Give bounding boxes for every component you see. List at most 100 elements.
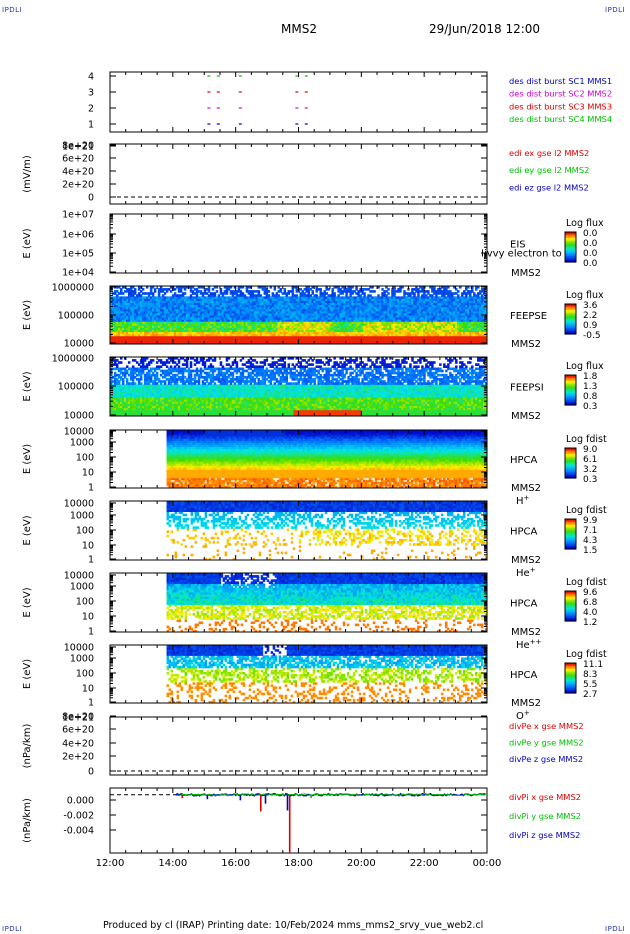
spectrogram-cell <box>181 341 185 345</box>
spectrogram-cell <box>209 321 213 324</box>
spectrogram-cell <box>209 306 213 310</box>
spectrogram-cell <box>179 319 183 322</box>
spectrogram-cell <box>195 327 199 330</box>
spectrogram-cell <box>169 302 173 306</box>
spectrogram-cell <box>167 304 171 308</box>
spectrogram-cell <box>193 333 197 337</box>
spectrogram-cell <box>221 339 225 343</box>
spectrogram-cell <box>115 335 119 339</box>
spectrogram-cell <box>115 302 119 306</box>
spectrogram-cell <box>149 306 153 310</box>
spectrogram-cell <box>207 315 211 318</box>
spectrogram-cell <box>181 302 185 306</box>
spectrogram-cell <box>167 341 171 345</box>
spectrogram-cell <box>149 327 153 330</box>
spectrogram-cell <box>125 315 129 318</box>
spectrogram-cell <box>131 290 135 293</box>
spectrogram-cell <box>219 333 223 337</box>
spectrogram-cell <box>175 296 179 299</box>
spectrogram-cell <box>141 288 145 291</box>
spectrogram-cell <box>137 329 141 333</box>
spectrogram-cell <box>205 341 209 345</box>
spectrogram-cell <box>121 325 125 328</box>
spectrogram-cell <box>209 319 213 322</box>
spectrogram-cell <box>207 331 211 335</box>
spectrogram-cell <box>137 341 141 345</box>
spectrogram-cell <box>213 298 217 301</box>
spectrogram-cell <box>151 310 155 314</box>
spectrogram-cell <box>257 290 261 293</box>
spectrogram-cell <box>163 296 167 299</box>
spectrogram-cell <box>129 294 133 297</box>
spectrogram-cell <box>219 306 223 310</box>
spectrogram-cell <box>137 308 141 312</box>
spectrogram-cell <box>177 310 181 314</box>
spectrogram-cell <box>137 317 141 320</box>
spectrogram-cell <box>133 337 137 341</box>
spectrogram-cell <box>110 321 113 324</box>
spectrogram-cell <box>125 296 129 299</box>
spectrogram-cell <box>161 304 165 308</box>
spectrogram-cell <box>181 339 185 343</box>
spectrogram-cell <box>125 310 129 314</box>
spectrogram-cell <box>119 298 123 301</box>
spectrogram-cell <box>181 292 185 295</box>
spectrogram-cell <box>157 325 161 328</box>
spectrogram-cell <box>217 300 221 304</box>
spectrogram-cell <box>121 333 125 337</box>
spectrogram-cell <box>183 337 187 341</box>
spectrogram-cell <box>125 298 129 301</box>
spectrogram-cell <box>311 290 314 293</box>
spectrogram-cell <box>167 335 171 339</box>
spectrogram-cell <box>207 306 211 310</box>
spectrogram-cell <box>153 310 157 314</box>
spectrogram-cell <box>127 327 131 330</box>
spectrogram-cell <box>221 323 225 326</box>
spectrogram-cell <box>121 329 125 333</box>
spectrogram-cell <box>151 341 155 345</box>
spectrogram-cell <box>205 339 209 343</box>
spectrogram-cell <box>189 298 193 301</box>
spectrogram-cell <box>159 286 163 289</box>
spectrogram-cell <box>215 323 219 326</box>
spectrogram-cell <box>209 300 213 304</box>
spectrogram-cell <box>195 308 199 312</box>
spectrogram-cell <box>131 304 135 308</box>
spectrogram-cell <box>115 298 119 301</box>
spectrogram-cell <box>159 308 163 312</box>
spectrogram-cell <box>137 339 141 343</box>
spectrogram-cell <box>117 302 121 306</box>
spectrogram-cell <box>213 315 217 318</box>
spectrogram-cell <box>135 331 139 335</box>
colorbar-tick-label: 0.0 <box>583 249 598 259</box>
spectrogram-cell <box>167 321 171 324</box>
spectrogram-cell <box>207 304 211 308</box>
spectrogram-cell <box>191 325 195 328</box>
spectrogram-cell <box>133 329 137 333</box>
spectrogram-cell <box>155 325 159 328</box>
spectrogram-cell <box>209 315 213 318</box>
spectrogram-cell <box>215 298 219 301</box>
spectrogram-cell <box>123 302 127 306</box>
spectrogram-cell <box>133 317 137 320</box>
spectrogram-cell <box>207 333 211 337</box>
spectrogram-cell <box>169 333 173 337</box>
spectrogram-cell <box>177 339 181 343</box>
spectrogram-cell <box>141 317 145 320</box>
spectrogram-cell <box>191 339 195 343</box>
spectrogram-cell <box>113 312 117 316</box>
spectrogram-cell <box>217 327 221 330</box>
spectrogram-cell <box>185 329 189 333</box>
spectrogram-cell <box>179 298 183 301</box>
spectrogram-cell <box>181 325 185 328</box>
spectrogram-cell <box>209 312 213 316</box>
spectrogram-cell <box>155 304 159 308</box>
spectrogram-cell <box>141 315 145 318</box>
spectrogram-cell <box>151 337 155 341</box>
spectrogram-cell <box>203 306 207 310</box>
spectrogram-cell <box>185 317 189 320</box>
spectrogram-cell <box>183 333 187 337</box>
spectrogram-cell <box>131 331 135 335</box>
spectrogram-cell <box>195 341 199 345</box>
spectrogram-cell <box>207 321 211 324</box>
